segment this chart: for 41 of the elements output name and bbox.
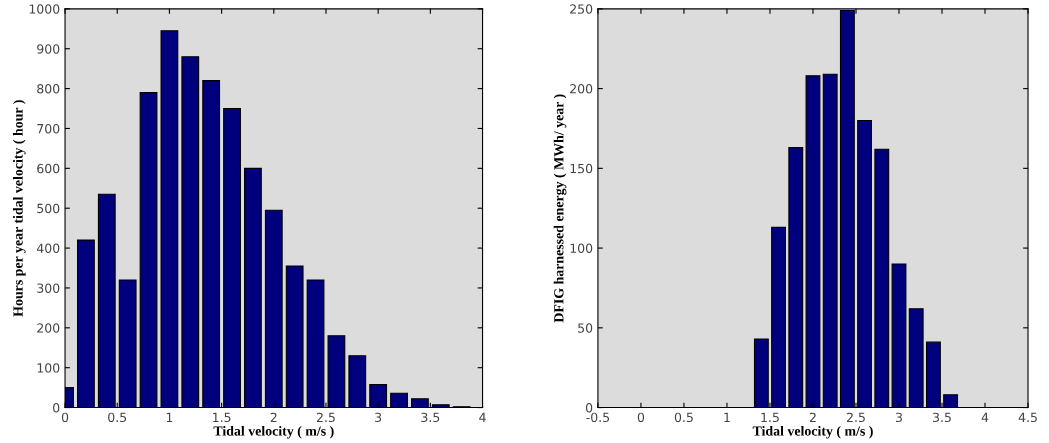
y-tick-label: 200 [37,323,60,333]
x-tick-label: 1.5 [761,412,779,423]
x-tick-label: 2.5 [316,412,335,423]
x-tick-label: 0 [637,412,645,423]
x-tick-label: 2.5 [846,412,865,423]
y-tick-label: 150 [570,163,593,174]
y-tick-label: 600 [37,163,60,174]
y-tick-label: 100 [37,363,60,373]
y-tick-label: 0 [585,403,593,413]
y-tick-label: 0 [53,403,60,413]
x-tick-label: 4 [981,412,989,422]
x-tick-label: 3.5 [933,412,951,423]
y-tick-label: 500 [37,203,60,214]
x-tick-label: 3 [895,412,902,423]
x-axis-title: Tidal velocity ( m/s ) [213,425,334,439]
y-tick-label: 100 [570,243,593,254]
y-tick-label: 400 [36,243,60,254]
x-tick-label: -0.5 [586,412,610,423]
x-tick-label: 1 [724,412,730,422]
x-tick-label: 0.5 [108,412,127,423]
y-tick-label: 200 [570,84,593,94]
x-tick-label: 4.5 [1018,412,1037,423]
x-tick-label: 2 [809,412,816,422]
x-axis-title: Tidal velocity ( m/s ) [752,425,873,439]
y-tick-label: 700 [37,123,60,134]
x-tick-label: 2 [270,412,277,422]
x-tick-label: 1.5 [213,412,231,423]
y-tick-label: 50 [578,323,593,333]
x-tick-label: 0.5 [674,412,693,423]
x-tick-label: 3.5 [421,412,440,423]
x-tick-label: 1 [166,412,173,422]
x-tick-label: 4 [479,412,486,422]
y-axis-title: Hours per year tidal velocity ( hour ) [12,100,26,317]
y-tick-label: 800 [37,84,60,94]
y-tick-label: 900 [37,44,60,54]
y-tick-label: 1000 [29,4,60,14]
y-tick-label: 300 [37,283,60,293]
y-tick-label: 250 [570,4,593,14]
x-tick-label: 3 [375,412,382,423]
y-axis-title: DFIG harnessed energy ( MWh/ year ) [553,94,567,323]
x-tick-label: 0 [61,412,69,423]
